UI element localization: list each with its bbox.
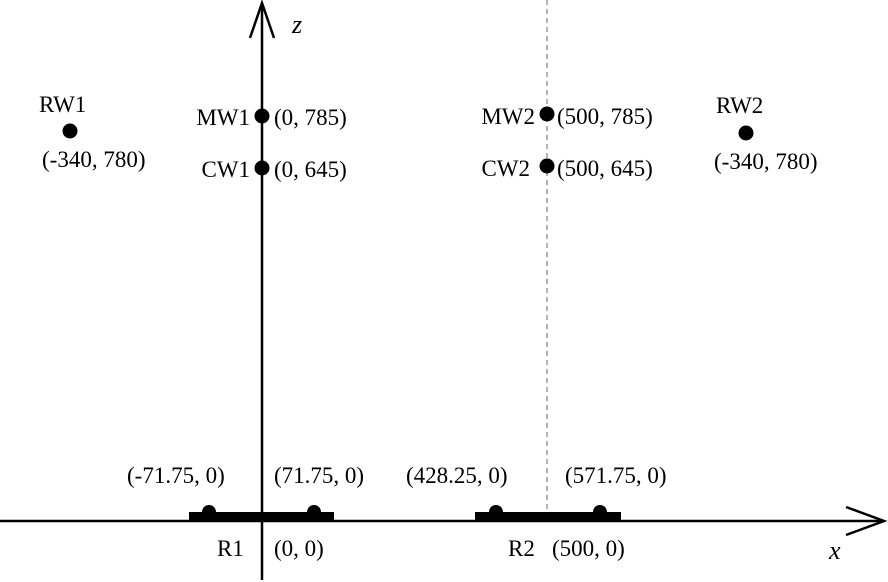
z-axis-arrowhead (248, 0, 276, 39)
cw2-name: CW2 (481, 156, 530, 181)
r2-name: R2 (508, 536, 535, 561)
x-axis-arrowhead (845, 505, 888, 537)
r1-center-label: (0, 0) (274, 536, 324, 561)
mw1-name: MW1 (196, 105, 250, 130)
rw2-name: RW2 (716, 93, 763, 118)
rw1-coord: (-340, 780) (42, 147, 145, 172)
point-cw2 (539, 158, 555, 174)
point-mw2 (539, 106, 555, 122)
mw2-name: MW2 (481, 104, 535, 129)
point-rw2 (738, 125, 754, 141)
point-cw1 (254, 160, 270, 176)
r1-name: R1 (217, 536, 244, 561)
rail-r2 (475, 505, 621, 522)
point-rw1 (62, 123, 78, 139)
z-axis-label: z (291, 10, 302, 39)
cw1-name: CW1 (201, 157, 250, 182)
mw2-coord: (500, 785) (557, 104, 653, 129)
r2-center-label: (500, 0) (552, 536, 625, 561)
cw1-coord: (0, 645) (274, 157, 347, 182)
mw1-coord: (0, 785) (274, 105, 347, 130)
cw2-coord: (500, 645) (557, 156, 653, 181)
point-mw1 (254, 108, 270, 124)
rw1-name: RW1 (39, 92, 86, 117)
rail-r1 (189, 505, 334, 522)
r1-left-label: (-71.75, 0) (127, 463, 225, 488)
r1-right-label: (71.75, 0) (274, 463, 364, 488)
x-axis-label: x (828, 536, 841, 565)
r2-left-label: (428.25, 0) (406, 463, 508, 488)
rw2-coord: (-340, 780) (714, 149, 817, 174)
r2-right-label: (571.75, 0) (565, 463, 667, 488)
